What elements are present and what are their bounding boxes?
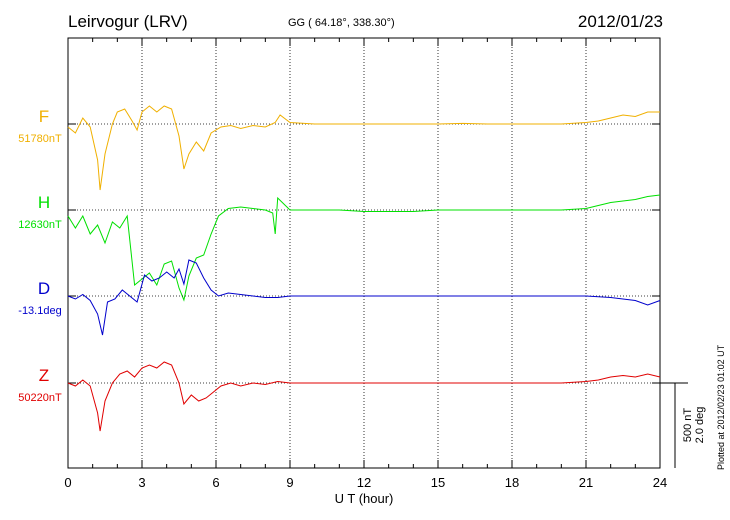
- series-line-F: [67, 105, 660, 191]
- scale-bar-label-deg: 2.0 deg: [694, 407, 706, 444]
- plot-frame: [67, 37, 661, 469]
- series-baseline-F: 51780nT: [18, 133, 62, 145]
- series-baseline-D: -13.1deg: [18, 305, 61, 317]
- x-tick-label: 15: [431, 475, 445, 490]
- date-label: 2012/01/23: [577, 12, 663, 31]
- x-tick-label: 6: [212, 475, 219, 490]
- x-tick-label: 12: [357, 475, 371, 490]
- series-letter-F: F: [39, 107, 49, 126]
- x-tick-label: 3: [138, 475, 145, 490]
- scale-bar-label-nt: 500 nT: [682, 408, 694, 443]
- series-letter-D: D: [38, 279, 50, 298]
- x-axis-label: U T (hour): [335, 491, 394, 506]
- series-letter-Z: Z: [39, 366, 49, 385]
- x-tick-label: 18: [505, 475, 519, 490]
- series-line-H: [67, 194, 661, 302]
- station-title: Leirvogur (LRV): [68, 12, 188, 31]
- x-tick-label: 21: [579, 475, 593, 490]
- series-line-Z: [67, 361, 661, 432]
- series-line-D: [67, 259, 661, 336]
- coordinates-label: GG ( 64.18°, 338.30°): [288, 17, 395, 29]
- x-tick-label: 24: [653, 475, 667, 490]
- series-baseline-Z: 50220nT: [18, 392, 62, 404]
- x-tick-label: 0: [64, 475, 71, 490]
- series-baseline-H: 12630nT: [18, 219, 62, 231]
- x-tick-label: 9: [286, 475, 293, 490]
- series-letter-H: H: [38, 193, 50, 212]
